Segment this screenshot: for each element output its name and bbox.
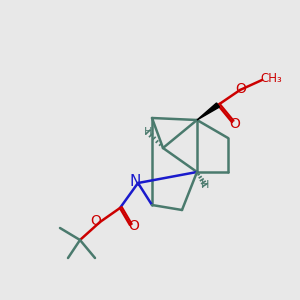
- Text: O: O: [91, 214, 101, 228]
- Text: CH₃: CH₃: [260, 71, 282, 85]
- Text: O: O: [129, 219, 140, 233]
- Text: N: N: [129, 175, 141, 190]
- Text: O: O: [236, 82, 246, 96]
- Polygon shape: [197, 103, 220, 120]
- Text: O: O: [230, 117, 240, 131]
- Text: H: H: [201, 180, 209, 190]
- Text: H: H: [144, 127, 152, 137]
